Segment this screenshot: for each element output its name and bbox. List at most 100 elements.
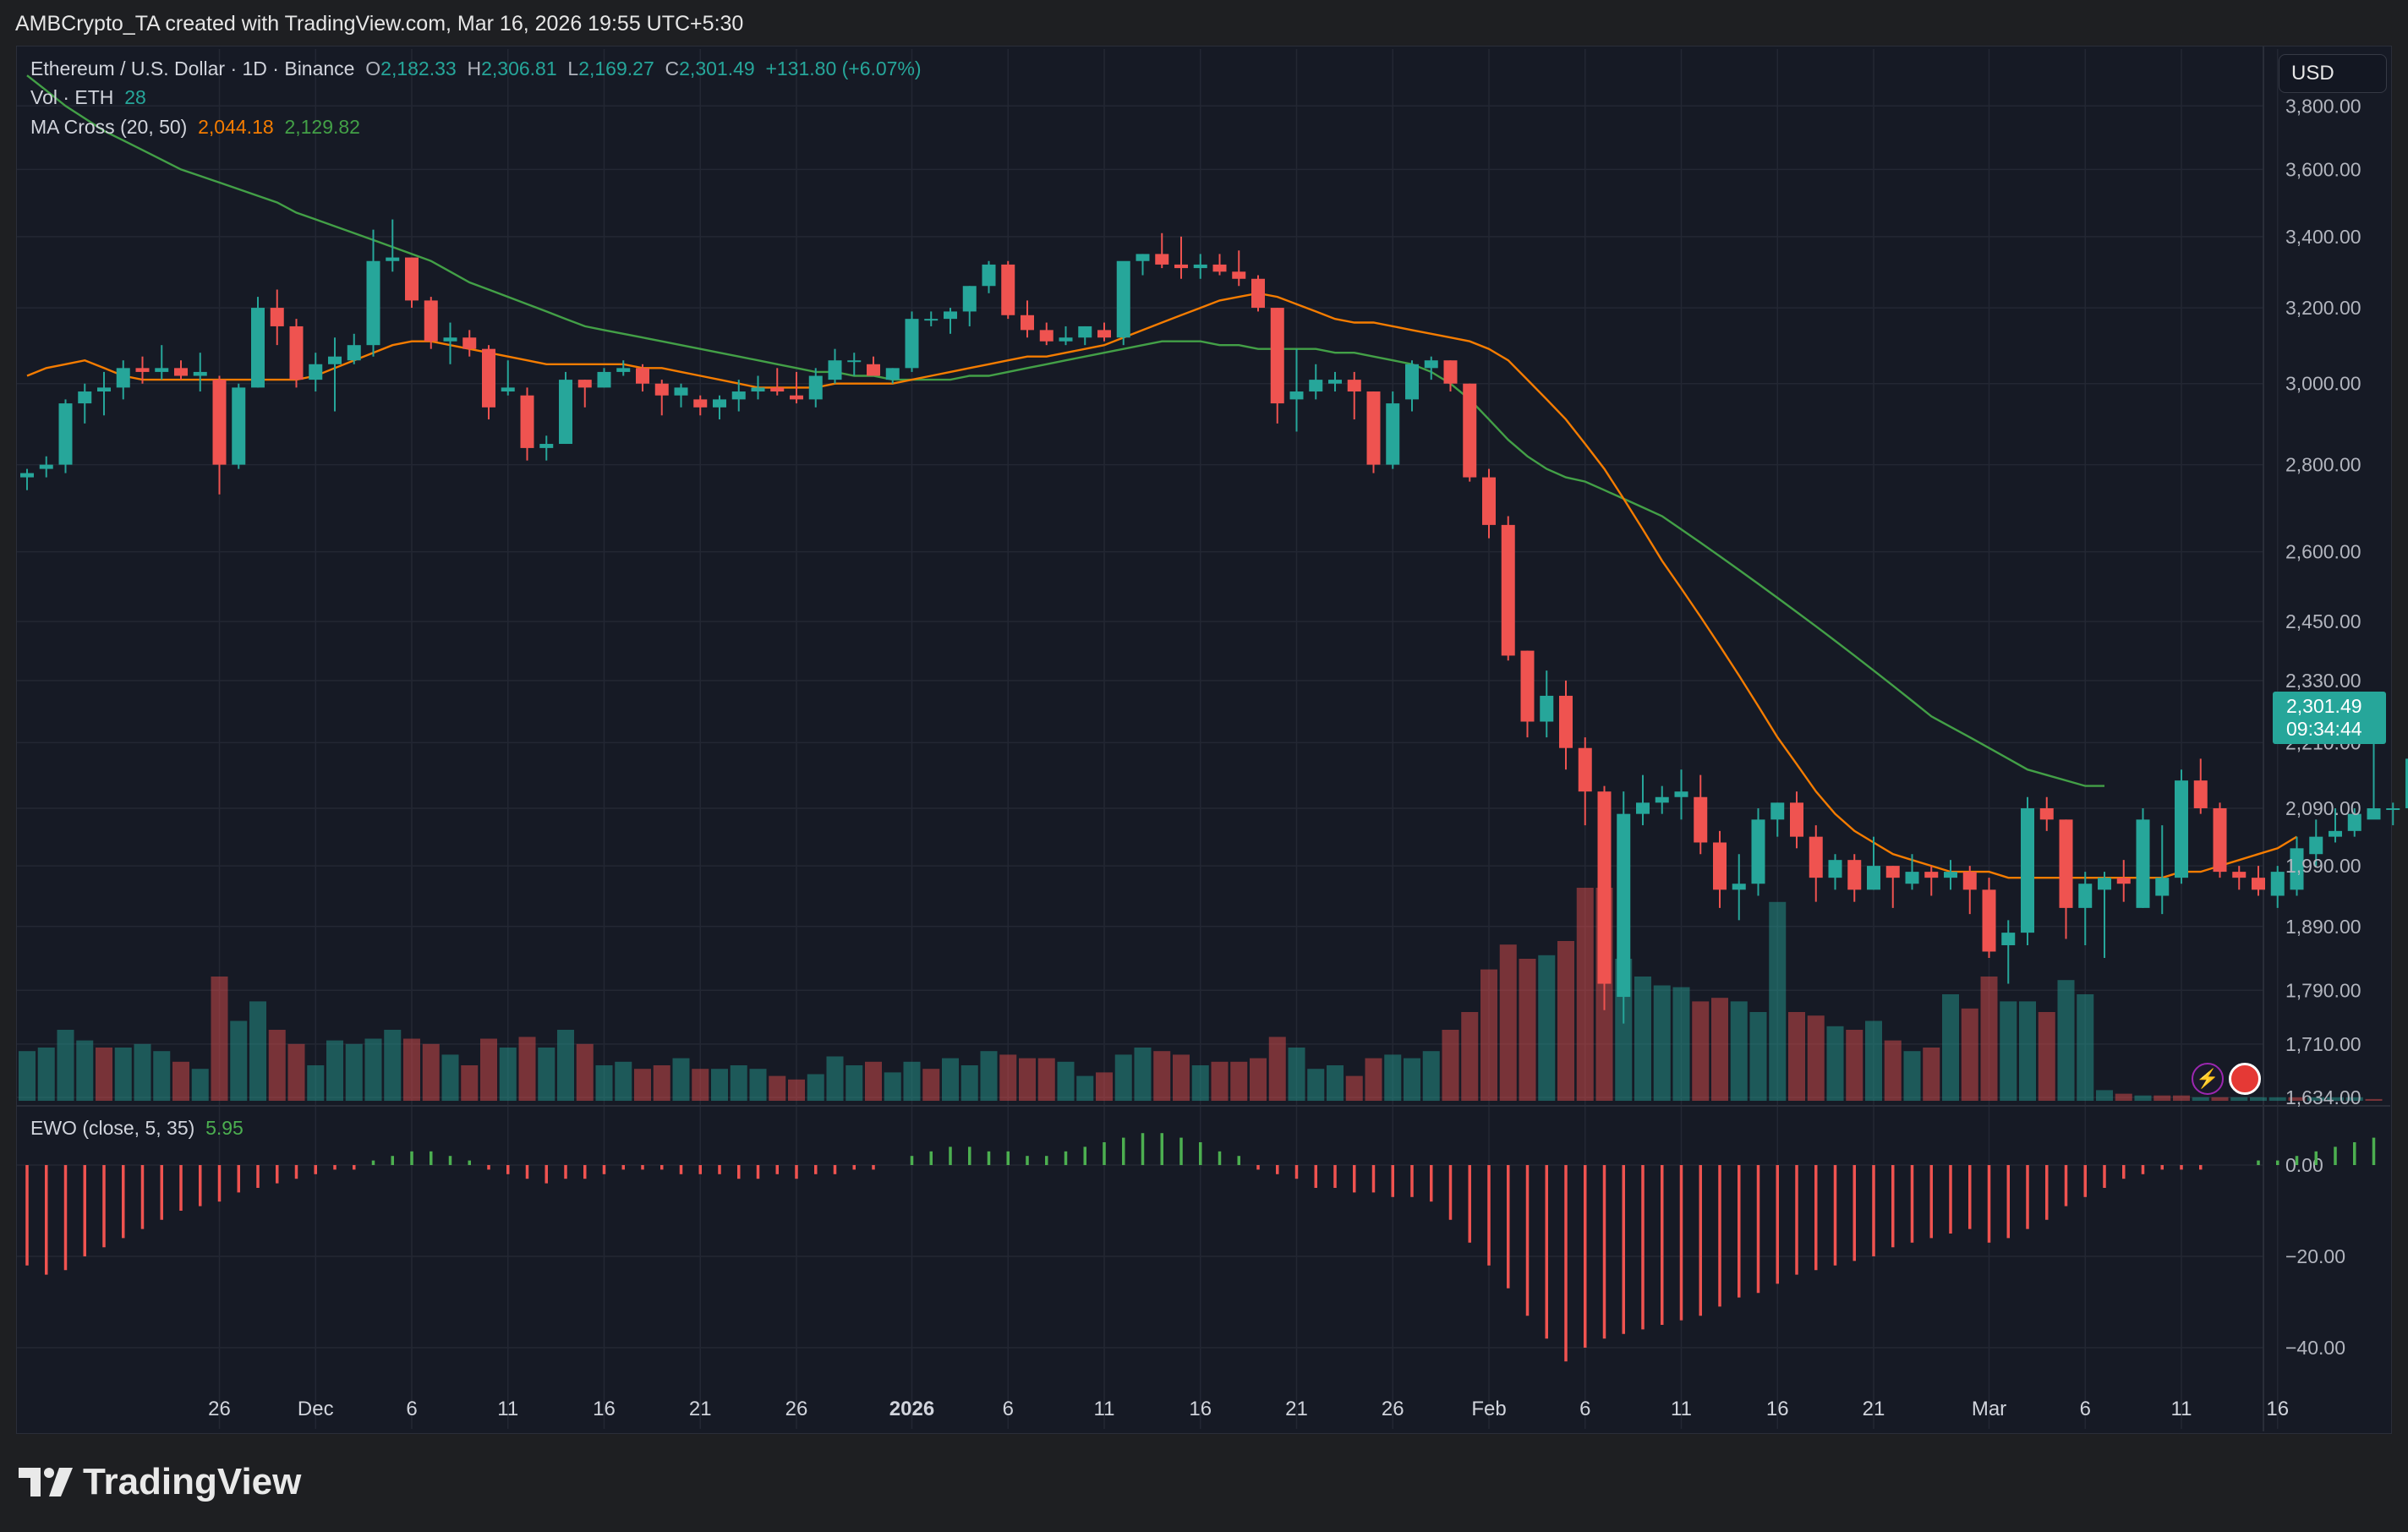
- price-tick-label: 3,000.00: [2285, 373, 2361, 395]
- volume-bar: [287, 1043, 305, 1101]
- time-tick-label: 26: [208, 1398, 231, 1420]
- volume-bar: [1134, 1048, 1152, 1101]
- candle-body: [1540, 695, 1554, 722]
- candle-body: [790, 395, 803, 400]
- lightning-icon[interactable]: ⚡: [2192, 1063, 2224, 1095]
- time-tick-label: 16: [2266, 1398, 2289, 1420]
- legend-c-label: C: [665, 57, 680, 79]
- candle-body: [482, 348, 495, 408]
- legend-symbol[interactable]: Ethereum / U.S. Dollar · 1D · Binance: [30, 57, 355, 79]
- candle-body: [2078, 884, 2093, 908]
- ma-slow-line: [26, 74, 2104, 787]
- candle-body: [636, 368, 649, 384]
- volume-bar: [1884, 1040, 1902, 1101]
- candle-body: [116, 368, 130, 388]
- candle-body: [1116, 260, 1130, 338]
- volume-bar: [730, 1065, 747, 1101]
- time-tick-label: 26: [1382, 1398, 1404, 1420]
- candle-body: [270, 308, 284, 326]
- volume-bar: [230, 1020, 248, 1101]
- legend-o-value: 2,182.33: [380, 57, 457, 79]
- candle-body: [2039, 807, 2054, 820]
- volume-bar: [1538, 955, 1556, 1101]
- tradingview-logo[interactable]: TradingView: [19, 1461, 301, 1503]
- candle-body: [1366, 391, 1381, 465]
- price-tick-label: 1,990.00: [2285, 855, 2361, 877]
- volume-bars: [19, 888, 2383, 1101]
- candle-body: [2309, 836, 2323, 855]
- legend-volume[interactable]: Vol · ETH 28: [30, 86, 146, 109]
- volume-bar: [1942, 994, 1959, 1101]
- candle-body: [174, 368, 188, 376]
- price-tick-label: 3,600.00: [2285, 158, 2361, 180]
- candle-body: [2098, 878, 2111, 890]
- candle-body: [1809, 836, 1823, 878]
- volume-bar: [2250, 1097, 2267, 1101]
- volume-bar: [2077, 994, 2094, 1101]
- candle-body: [1636, 802, 1650, 814]
- candle-body: [2329, 830, 2342, 837]
- candle-body: [962, 286, 977, 312]
- volume-bar: [518, 1037, 536, 1101]
- legend-ewo[interactable]: EWO (close, 5, 35) 5.95: [30, 1117, 244, 1140]
- volume-bar: [403, 1038, 420, 1101]
- candle-body: [347, 345, 361, 361]
- time-tick-label: Mar: [1972, 1398, 2006, 1420]
- candle-body: [39, 464, 53, 469]
- volume-bar: [826, 1056, 844, 1101]
- volume-bar: [942, 1058, 959, 1101]
- volume-bar: [1826, 1026, 1844, 1101]
- volume-bar: [191, 1069, 209, 1101]
- volume-bar: [960, 1065, 978, 1101]
- legend-ma-label: MA Cross (20, 50): [30, 116, 188, 138]
- candle-body: [559, 380, 572, 445]
- time-tick-label: 2026: [889, 1398, 934, 1420]
- volume-bar: [980, 1051, 998, 1101]
- volume-bar: [788, 1079, 805, 1101]
- volume-bar: [461, 1065, 479, 1101]
- price-tick-label: 1,790.00: [2285, 979, 2361, 1001]
- volume-bar: [1653, 985, 1671, 1101]
- candle-body: [1193, 264, 1207, 269]
- candle-body: [828, 360, 842, 380]
- volume-bar: [1037, 1058, 1055, 1101]
- volume-bar: [1807, 1015, 1825, 1101]
- volume-bar: [1634, 977, 1651, 1101]
- time-tick-label: 21: [689, 1398, 712, 1420]
- candle-body: [520, 395, 534, 448]
- candle-body: [731, 391, 746, 400]
- volume-bar: [1442, 1030, 1459, 1101]
- candle-body: [2290, 848, 2304, 890]
- candle-body: [2270, 872, 2285, 896]
- volume-bar: [1692, 1001, 1710, 1101]
- volume-bar: [999, 1054, 1017, 1101]
- legend-vol-label: Vol · ETH: [30, 86, 114, 108]
- volume-bar: [1769, 901, 1787, 1101]
- currency-button[interactable]: USD: [2279, 54, 2387, 93]
- candle-body: [1405, 364, 1419, 400]
- candle-body: [155, 368, 169, 372]
- candle-body: [1328, 380, 1342, 384]
- candle-body: [462, 337, 477, 349]
- candle-body: [1924, 872, 1939, 878]
- time-tick-label: 16: [1189, 1398, 1212, 1420]
- legend-o-label: O: [365, 57, 381, 79]
- time-tick-label: 21: [1863, 1398, 1885, 1420]
- volume-bar: [634, 1069, 651, 1101]
- candle-body: [289, 326, 304, 380]
- volume-bar: [1019, 1058, 1036, 1101]
- volume-bar: [1711, 998, 1728, 1101]
- price-tick-label: 3,400.00: [2285, 226, 2361, 248]
- volume-bar: [1672, 987, 1690, 1101]
- volume-bar: [172, 1061, 189, 1101]
- candle-body: [2136, 819, 2150, 908]
- volume-bar: [1250, 1058, 1267, 1101]
- us-flag-icon[interactable]: [2229, 1063, 2261, 1095]
- volume-bar: [2327, 1097, 2344, 1101]
- candle-body: [1347, 380, 1361, 392]
- time-tick-label: 21: [1285, 1398, 1308, 1420]
- last-price-value: 2,301.49: [2286, 695, 2362, 717]
- legend-ma-cross[interactable]: MA Cross (20, 50) 2,044.18 2,129.82: [30, 116, 360, 139]
- candle-body: [1463, 383, 1477, 478]
